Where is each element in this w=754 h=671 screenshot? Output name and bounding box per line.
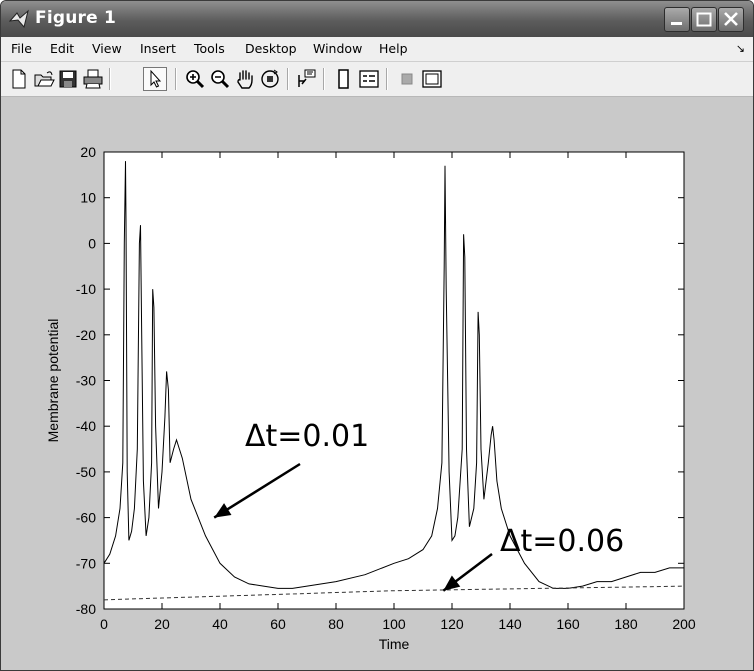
menu-tools[interactable]: Tools bbox=[194, 41, 225, 56]
series-line-dt-0.06 bbox=[103, 585, 685, 601]
y-tick-label: -70 bbox=[76, 555, 96, 571]
x-tick-label: 200 bbox=[672, 616, 696, 632]
matlab-logo-icon bbox=[8, 9, 29, 29]
minimize-button[interactable] bbox=[664, 7, 690, 32]
annotation-label: Δt=0.01 bbox=[245, 419, 369, 454]
toolbar-separator bbox=[386, 68, 388, 90]
dock-arrow-icon[interactable]: ↘ bbox=[735, 42, 745, 55]
annotation-label: Δt=0.06 bbox=[500, 524, 624, 559]
y-tick-label: -60 bbox=[76, 510, 96, 526]
maximize-button[interactable] bbox=[691, 7, 717, 32]
series-line-dt-0.01 bbox=[103, 161, 684, 589]
menu-insert[interactable]: Insert bbox=[140, 41, 176, 56]
chart-canvas[interactable]: 0 20 40 60 80 100 120 140 160 180 20020100-10-20-3… bbox=[0, 96, 752, 669]
x-tick-label: 0 bbox=[100, 616, 108, 632]
toolbar-separator bbox=[287, 68, 289, 90]
toolbar-separator bbox=[109, 68, 111, 90]
y-tick-label: 10 bbox=[80, 190, 96, 206]
hide-plot-tools-icon[interactable] bbox=[395, 67, 419, 91]
y-tick-label: -80 bbox=[76, 601, 96, 617]
title-bar[interactable]: Figure 1 bbox=[1, 1, 753, 37]
toolbar-separator bbox=[175, 68, 177, 90]
x-tick-label: 60 bbox=[270, 616, 286, 632]
menu-file[interactable]: File bbox=[11, 41, 32, 56]
close-button[interactable] bbox=[718, 7, 744, 32]
x-tick-label: 20 bbox=[154, 616, 170, 632]
colorbar-icon[interactable] bbox=[332, 67, 356, 91]
y-axis-label: Membrane potential bbox=[45, 319, 61, 443]
window-title: Figure 1 bbox=[35, 8, 116, 28]
x-axis-label: Time bbox=[379, 636, 410, 652]
annotation-arrow-line bbox=[213, 462, 301, 519]
toolbar bbox=[1, 62, 753, 97]
save-icon[interactable] bbox=[56, 67, 80, 91]
y-tick-label: -40 bbox=[76, 418, 96, 434]
y-tick-label: 0 bbox=[88, 235, 96, 251]
x-tick-label: 80 bbox=[328, 616, 344, 632]
y-tick-label: 20 bbox=[80, 144, 96, 160]
toolbar-separator bbox=[323, 68, 325, 90]
menu-edit[interactable]: Edit bbox=[50, 41, 75, 56]
menu-help[interactable]: Help bbox=[379, 41, 408, 56]
zoom-out-icon[interactable] bbox=[208, 67, 232, 91]
y-tick-label: -20 bbox=[76, 327, 96, 343]
y-tick-label: -10 bbox=[76, 281, 96, 297]
menu-bar: File Edit View Insert Tools Desktop Wind… bbox=[1, 37, 753, 62]
x-tick-label: 140 bbox=[498, 616, 522, 632]
legend-icon[interactable] bbox=[357, 67, 381, 91]
x-tick-label: 40 bbox=[212, 616, 228, 632]
annotation-arrowhead bbox=[443, 575, 461, 591]
new-figure-icon[interactable] bbox=[7, 67, 31, 91]
menu-view[interactable]: View bbox=[92, 41, 122, 56]
rotate-3d-icon[interactable] bbox=[258, 67, 282, 91]
x-tick-label: 180 bbox=[614, 616, 638, 632]
open-file-icon[interactable] bbox=[32, 67, 56, 91]
y-tick-label: -30 bbox=[76, 373, 96, 389]
y-tick-label: -50 bbox=[76, 464, 96, 480]
show-plot-tools-icon[interactable] bbox=[420, 67, 444, 91]
menu-desktop[interactable]: Desktop bbox=[245, 41, 297, 56]
print-icon[interactable] bbox=[81, 67, 105, 91]
data-cursor-icon[interactable] bbox=[295, 67, 319, 91]
edit-plot-pointer-icon[interactable] bbox=[143, 67, 167, 91]
zoom-in-icon[interactable] bbox=[183, 67, 207, 91]
annotation-arrowhead bbox=[214, 503, 232, 518]
pan-hand-icon[interactable] bbox=[233, 67, 257, 91]
x-tick-label: 100 bbox=[382, 616, 406, 632]
menu-window[interactable]: Window bbox=[313, 41, 363, 56]
x-tick-label: 120 bbox=[440, 616, 464, 632]
x-tick-label: 160 bbox=[556, 616, 580, 632]
